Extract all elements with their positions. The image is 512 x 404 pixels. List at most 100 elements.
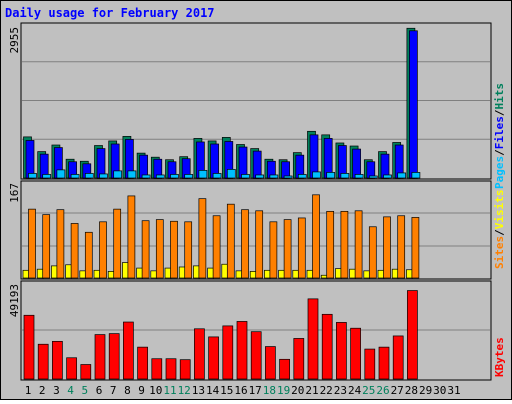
visits-bar bbox=[150, 270, 158, 279]
visits-bar bbox=[164, 267, 172, 279]
kbytes-bar bbox=[378, 346, 390, 380]
pages-bar bbox=[368, 175, 378, 179]
visits-bar bbox=[377, 269, 385, 279]
x-tick-label: 11 bbox=[163, 384, 176, 397]
x-tick-label: 12 bbox=[178, 384, 191, 397]
files-bar bbox=[366, 161, 376, 179]
pages-bar bbox=[155, 174, 165, 179]
x-tick-label: 25 bbox=[362, 384, 375, 397]
visits-bar bbox=[363, 270, 371, 279]
kbytes-bar bbox=[236, 321, 248, 380]
kbytes-bar bbox=[23, 314, 35, 380]
visits-legend-label: Visits bbox=[493, 190, 506, 230]
sites-bar bbox=[297, 217, 306, 279]
visits-bar bbox=[349, 268, 356, 279]
x-tick-label: 3 bbox=[53, 384, 60, 397]
sites-bar bbox=[184, 221, 193, 279]
pages-bar bbox=[212, 173, 222, 179]
pages-bar bbox=[56, 169, 66, 179]
files-bar bbox=[309, 134, 319, 179]
sites-bar bbox=[354, 210, 363, 279]
hits-panel-max-label: 2955 bbox=[8, 27, 21, 54]
sites-bar bbox=[397, 215, 406, 279]
kbytes-bar bbox=[293, 338, 305, 380]
kbytes-bar bbox=[165, 358, 177, 380]
pages-bar bbox=[42, 174, 52, 179]
pages-bar bbox=[411, 172, 421, 179]
files-bar bbox=[380, 153, 390, 179]
kbytes-bar bbox=[179, 359, 191, 380]
kbytes-bar bbox=[392, 335, 404, 380]
kbytes-bar bbox=[279, 358, 290, 380]
sites-bar bbox=[269, 221, 278, 279]
pages-bar bbox=[383, 174, 392, 179]
pages-bar bbox=[170, 174, 179, 179]
visits-bar bbox=[79, 270, 87, 279]
x-tick-label: 4 bbox=[67, 384, 74, 397]
kbytes-bar bbox=[307, 298, 319, 380]
sites-bar bbox=[340, 210, 349, 279]
sites-bar bbox=[312, 194, 320, 279]
sites-bar bbox=[283, 219, 292, 279]
files-bar bbox=[238, 146, 248, 179]
files-bar bbox=[25, 140, 35, 179]
pages-legend-label: Pages bbox=[493, 156, 506, 189]
visits-panel bbox=[20, 180, 492, 280]
kbytes-bar bbox=[194, 328, 205, 380]
files-bar bbox=[323, 138, 333, 179]
x-tick-label: 15 bbox=[220, 384, 233, 397]
pages-bar bbox=[312, 171, 321, 179]
pages-bar bbox=[113, 170, 123, 179]
visits-bar bbox=[221, 263, 229, 279]
pages-bar bbox=[269, 174, 279, 179]
kbytes-bar bbox=[137, 346, 148, 380]
x-tick-label: 26 bbox=[376, 384, 389, 397]
visits-bar bbox=[36, 268, 44, 279]
sites-bar bbox=[42, 214, 51, 279]
x-tick-label: 7 bbox=[110, 384, 117, 397]
visits-sites-legend: Sites/Visits bbox=[493, 190, 506, 270]
hits-panel bbox=[20, 22, 492, 180]
x-tick-label: 18 bbox=[263, 384, 276, 397]
visits-bar bbox=[391, 268, 399, 279]
x-tick-label: 23 bbox=[334, 384, 347, 397]
visits-bar bbox=[22, 269, 30, 279]
legend-separator: / bbox=[493, 109, 506, 116]
sites-bar bbox=[326, 210, 335, 279]
pages-bar bbox=[226, 169, 236, 179]
kbytes-bar bbox=[151, 358, 163, 380]
sites-bar bbox=[368, 226, 377, 279]
kbytes-bar bbox=[321, 313, 333, 380]
x-tick-label: 8 bbox=[124, 384, 131, 397]
kbytes-bar bbox=[364, 348, 376, 380]
sites-bar bbox=[383, 216, 391, 279]
pages-bar bbox=[354, 174, 364, 179]
visits-bar bbox=[107, 271, 115, 279]
kbytes-bar bbox=[265, 346, 276, 380]
files-legend-label: Files bbox=[493, 116, 506, 149]
files-bar bbox=[281, 161, 290, 179]
kbytes-bar bbox=[108, 333, 120, 380]
legend-separator: / bbox=[493, 149, 506, 156]
pages-bar bbox=[297, 174, 307, 179]
x-tick-label: 28 bbox=[405, 384, 418, 397]
sites-bar bbox=[84, 231, 93, 279]
x-tick-label: 9 bbox=[138, 384, 145, 397]
kbytes-legend-label: KBytes bbox=[493, 337, 506, 377]
x-tick-label: 30 bbox=[433, 384, 446, 397]
sites-bar bbox=[99, 221, 107, 279]
sites-bar bbox=[255, 210, 264, 279]
x-tick-label: 14 bbox=[206, 384, 220, 397]
x-tick-label: 5 bbox=[81, 384, 88, 397]
pages-bar bbox=[340, 173, 350, 179]
pages-bar bbox=[326, 172, 336, 179]
pages-bar bbox=[283, 175, 293, 179]
pages-bar bbox=[241, 174, 250, 179]
x-tick-label: 27 bbox=[391, 384, 404, 397]
hits-legend-label: Hits bbox=[493, 83, 506, 110]
hits-files-pages-legend: Pages/Files/Hits bbox=[493, 83, 506, 189]
kbytes-bar bbox=[407, 290, 418, 380]
visits-bar bbox=[178, 266, 186, 279]
